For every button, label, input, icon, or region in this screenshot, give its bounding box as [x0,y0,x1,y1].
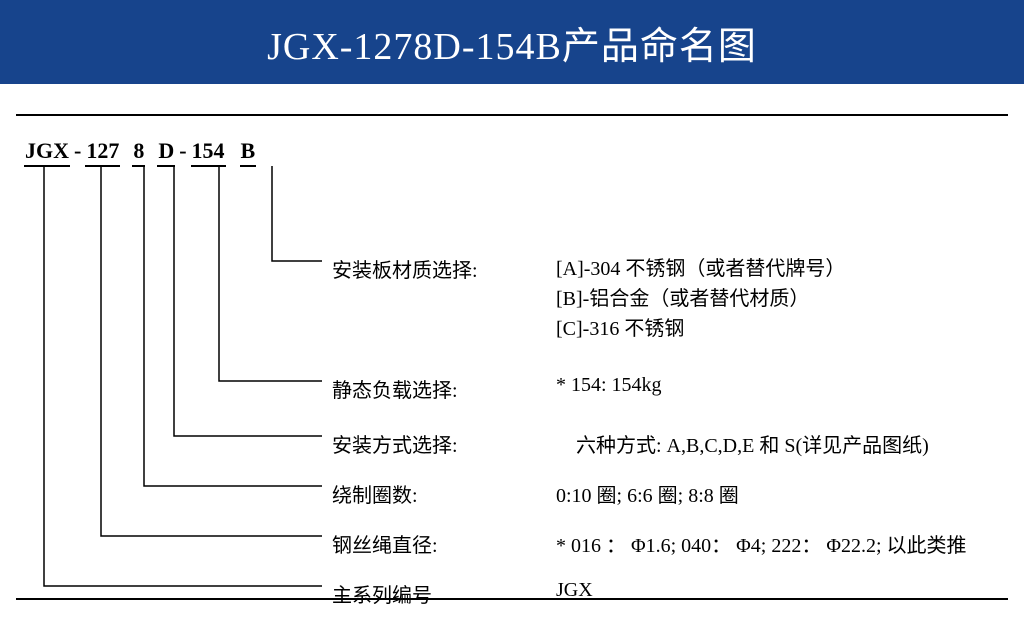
value-load-text: * 154: 154kg [556,374,662,396]
value-diameter: * 016 ： Φ1.6; 040： Φ4; 222： Φ22.2; 以此类推 [556,529,967,558]
page-title: JGX-1278D-154B产品命名图 [267,15,757,70]
row-load: 静态负载选择: [332,374,458,403]
label-coil: 绕制圈数: [332,485,418,507]
label-material: 安装板材质选择: [332,260,478,282]
label-load: 静态负载选择: [332,380,458,402]
title-bar: JGX-1278D-154B产品命名图 [0,0,1024,84]
label-mount: 安装方式选择: [332,435,458,457]
value-coil: 0:10 圈; 6:6 圈; 8:8 圈 [556,479,739,508]
value-material-c: [C]-316 不锈钢 [556,314,845,344]
naming-diagram: JGX-1278D-154B 安装板材质选择: [A]-304 不锈钢（或者替代… [16,114,1008,600]
value-mount: 六种方式: A,B,C,D,E 和 S(详见产品图纸) [576,429,929,458]
value-coil-text: 0:10 圈; 6:6 圈; 8:8 圈 [556,485,739,507]
value-series: JGX [556,579,593,602]
value-material: [A]-304 不锈钢（或者替代牌号） [B]-铝合金（或者替代材质） [C]-… [556,254,845,344]
value-mount-text: 六种方式: A,B,C,D,E 和 S(详见产品图纸) [576,435,929,457]
value-material-a: [A]-304 不锈钢（或者替代牌号） [556,254,845,284]
value-load: * 154: 154kg [556,374,662,397]
row-mount: 安装方式选择: [332,429,458,458]
value-material-b: [B]-铝合金（或者替代材质） [556,284,845,314]
value-diameter-text: * 016 ： Φ1.6; 040： Φ4; 222： Φ22.2; 以此类推 [556,535,967,557]
row-coil: 绕制圈数: [332,479,418,508]
row-series: 主系列编号 [332,579,432,608]
row-material: 安装板材质选择: [332,254,478,283]
label-diameter: 钢丝绳直径: [332,535,438,557]
row-diameter: 钢丝绳直径: [332,529,438,558]
value-series-text: JGX [556,579,593,601]
label-series: 主系列编号 [332,585,432,607]
